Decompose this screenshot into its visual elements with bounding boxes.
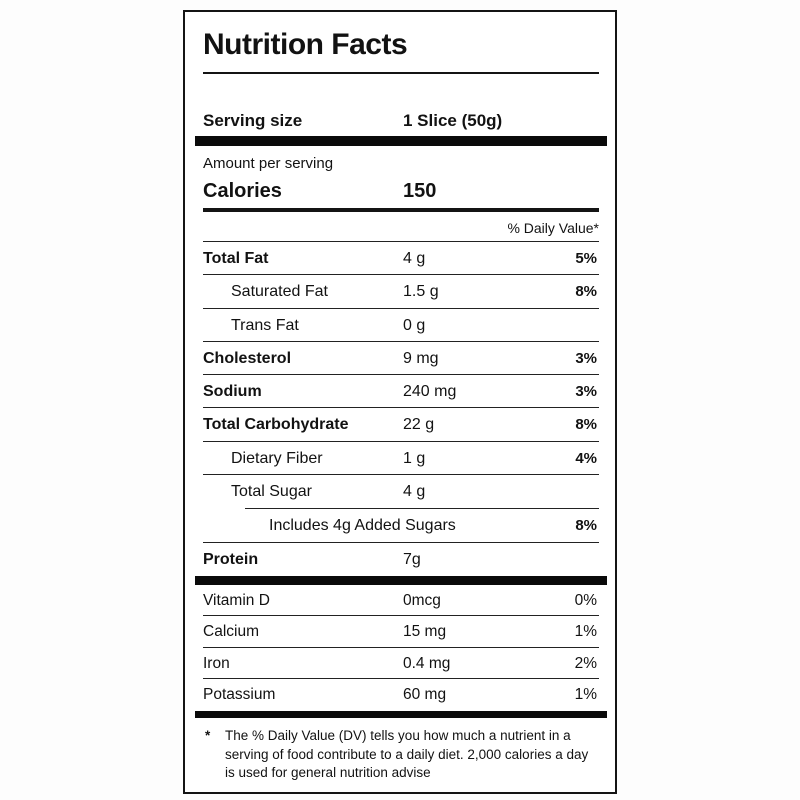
- nutrient-label: Dietary Fiber: [231, 449, 323, 467]
- serving-size-value: 1 Slice (50g): [403, 111, 503, 130]
- nutrient-label: Iron: [203, 654, 230, 672]
- calories-row: Calories 150: [203, 174, 599, 208]
- nutrient-daily-value: 1%: [574, 623, 597, 641]
- nutrient-label: Protein: [203, 550, 259, 568]
- nutrient-daily-value: 8%: [575, 283, 597, 301]
- row-trans-fat: Trans Fat 0 g: [203, 309, 599, 342]
- row-cholesterol: Cholesterol 9 mg 3%: [203, 342, 599, 376]
- nutrient-label: Saturated Fat: [231, 283, 328, 301]
- nutrient-daily-value: 3%: [575, 349, 597, 367]
- footnote-text: The % Daily Value (DV) tells you how muc…: [225, 727, 589, 781]
- row-total-fat: Total Fat 4 g 5%: [203, 242, 599, 276]
- title-divider: [203, 72, 599, 74]
- nutrient-amount: 0mcg: [403, 591, 441, 609]
- row-calcium: Calcium 15 mg 1%: [203, 616, 599, 648]
- nutrient-amount: 60 mg: [403, 686, 447, 704]
- calories-label: Calories: [203, 180, 282, 202]
- nutrient-daily-value: 5%: [575, 250, 597, 267]
- nutrient-label: Potassium: [203, 686, 276, 704]
- nutrient-amount: 22 g: [403, 416, 435, 434]
- nutrient-label: Sodium: [203, 383, 262, 401]
- row-saturated-fat: Saturated Fat 1.5 g 8%: [203, 275, 599, 309]
- amount-per-serving-label: Amount per serving: [203, 155, 334, 172]
- calories-divider: [203, 208, 599, 212]
- nutrient-amount: 7g: [403, 550, 421, 568]
- row-protein: Protein 7g: [203, 543, 599, 576]
- nutrient-daily-value: 2%: [574, 654, 597, 672]
- nutrient-amount: 0.4 mg: [403, 654, 451, 672]
- nutrient-daily-value: 8%: [575, 416, 597, 434]
- row-total-carbohydrate: Total Carbohydrate 22 g 8%: [203, 408, 599, 442]
- nutrient-label: Total Sugar: [231, 483, 312, 501]
- nutrient-daily-value: 1%: [574, 686, 597, 704]
- nutrient-amount: 240 mg: [403, 383, 457, 401]
- row-vitamin-d: Vitamin D 0mcg 0%: [203, 585, 599, 617]
- nutrient-amount: 9 mg: [403, 349, 439, 367]
- serving-size-row: Serving size 1 Slice (50g): [203, 106, 599, 136]
- nutrient-daily-value: 4%: [575, 449, 597, 467]
- nutrient-daily-value: 8%: [575, 517, 597, 535]
- nutrient-label: Vitamin D: [203, 591, 270, 609]
- row-total-sugar: Total Sugar 4 g: [203, 475, 599, 508]
- thick-separator-top: [195, 136, 607, 146]
- nutrient-amount: 15 mg: [403, 623, 447, 641]
- nutrient-amount: 1.5 g: [403, 283, 439, 301]
- nutrient-label: Trans Fat: [231, 316, 299, 334]
- row-potassium: Potassium 60 mg 1%: [203, 679, 599, 711]
- nutrient-label: Cholesterol: [203, 349, 292, 367]
- nutrient-label: Includes 4g Added Sugars: [269, 517, 456, 535]
- nutrient-label: Total Fat: [203, 250, 269, 267]
- nutrient-daily-value: 0%: [574, 591, 597, 609]
- label-title: Nutrition Facts: [203, 28, 408, 61]
- row-dietary-fiber: Dietary Fiber 1 g 4%: [203, 442, 599, 476]
- nutrient-amount: 4 g: [403, 483, 426, 501]
- nutrient-label: Calcium: [203, 623, 259, 641]
- thick-separator-bottom: [195, 710, 607, 718]
- calories-value: 150: [403, 180, 437, 202]
- daily-value-header: % Daily Value*: [203, 212, 599, 242]
- row-added-sugars: Includes 4g Added Sugars 8%: [203, 509, 599, 543]
- footnote-asterisk: *: [205, 727, 211, 743]
- nutrient-amount: 0 g: [403, 316, 426, 334]
- row-iron: Iron 0.4 mg 2%: [203, 648, 599, 680]
- row-sodium: Sodium 240 mg 3%: [203, 375, 599, 409]
- indented-divider: [245, 508, 599, 510]
- nutrition-facts-label: Nutrition Facts Serving size 1 Slice (50…: [183, 10, 617, 794]
- thick-separator-middle: [195, 575, 607, 585]
- daily-value-footnote: * The % Daily Value (DV) tells you how m…: [203, 718, 599, 783]
- nutrient-amount: 4 g: [403, 250, 426, 267]
- serving-size-label: Serving size: [203, 111, 303, 130]
- nutrient-amount: 1 g: [403, 449, 426, 467]
- nutrient-label: Total Carbohydrate: [203, 416, 349, 434]
- nutrient-daily-value: 3%: [575, 383, 597, 401]
